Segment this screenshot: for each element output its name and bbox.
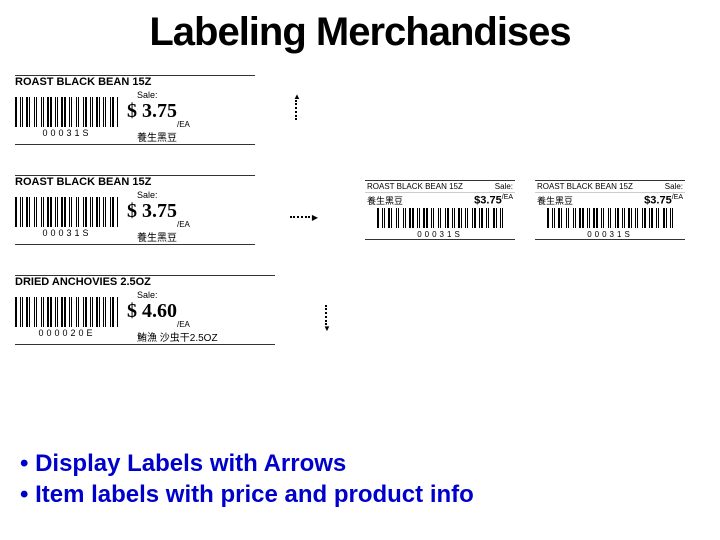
sale-label: Sale: (137, 290, 158, 300)
sale-label: Sale: (137, 190, 158, 200)
barcode-number: 000020E (15, 328, 119, 338)
bullet-item: Item labels with price and product info (20, 479, 474, 510)
product-name: ROAST BLACK BEAN 15Z (367, 182, 463, 191)
product-name: ROAST BLACK BEAN 15Z (15, 176, 255, 188)
arrow-up-icon (295, 100, 297, 125)
large-label: ROAST BLACK BEAN 15Z 00031S Sale: $ 3.75… (15, 175, 255, 245)
bullet-item: Display Labels with Arrows (20, 448, 474, 479)
unit: /EA (177, 120, 190, 129)
sale-label: Sale: (665, 182, 683, 191)
barcode: 00031S (15, 197, 119, 238)
barcode: 000020E (15, 297, 119, 338)
small-label: ROAST BLACK BEAN 15Z Sale: 養生黑豆 $3.75/EA… (535, 180, 685, 240)
sale-label: Sale: (495, 182, 513, 191)
sale-label: Sale: (137, 90, 158, 100)
bullet-list: Display Labels with Arrows Item labels w… (20, 448, 474, 510)
product-name: DRIED ANCHOVIES 2.5OZ (15, 276, 275, 288)
unit: /EA (177, 320, 190, 329)
barcode (365, 208, 515, 230)
arrow-right-icon (290, 205, 310, 223)
arrow-down-icon (325, 305, 327, 330)
cjk-text: 養生黑豆 (537, 194, 573, 207)
page-title: Labeling Merchandises (0, 0, 720, 55)
price: $ 3.75 (127, 200, 177, 223)
large-label: ROAST BLACK BEAN 15Z 00031S Sale: $ 3.75… (15, 75, 255, 145)
barcode (535, 208, 685, 230)
barcode-number: 00031S (535, 230, 685, 239)
barcode: 00031S (15, 97, 119, 138)
cjk-text: 養生黑豆 (137, 229, 177, 244)
product-name: ROAST BLACK BEAN 15Z (15, 76, 255, 88)
price: $3.75/EA (474, 194, 513, 207)
price: $ 4.60 (127, 300, 177, 323)
small-label: ROAST BLACK BEAN 15Z Sale: 養生黑豆 $3.75/EA… (365, 180, 515, 240)
barcode-number: 00031S (15, 128, 119, 138)
content-area: ROAST BLACK BEAN 15Z 00031S Sale: $ 3.75… (0, 55, 720, 435)
product-name: ROAST BLACK BEAN 15Z (537, 182, 633, 191)
large-label: DRIED ANCHOVIES 2.5OZ 000020E Sale: $ 4.… (15, 275, 275, 345)
barcode-number: 00031S (15, 228, 119, 238)
cjk-text: 養生黑豆 (137, 129, 177, 144)
cjk-text: 養生黑豆 (367, 194, 403, 207)
unit: /EA (177, 220, 190, 229)
cjk-text: 鮪漁 沙虫干2.5OZ (137, 329, 218, 344)
price: $ 3.75 (127, 100, 177, 123)
barcode-number: 00031S (365, 230, 515, 239)
price: $3.75/EA (644, 194, 683, 207)
